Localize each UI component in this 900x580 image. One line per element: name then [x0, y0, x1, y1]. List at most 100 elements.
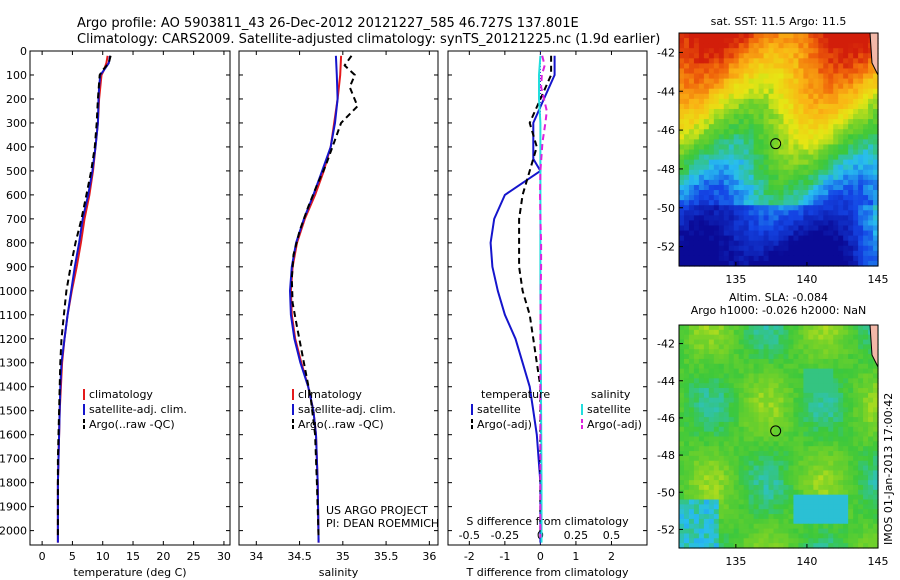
map-cell — [708, 78, 715, 85]
map-cell — [833, 421, 839, 428]
map-cell — [873, 149, 879, 156]
map-cell — [798, 38, 804, 44]
map-cell — [858, 174, 864, 181]
map-cell — [693, 388, 700, 394]
map-cell — [693, 98, 700, 105]
map-cell — [738, 421, 745, 428]
map-cell — [848, 179, 854, 186]
map-cell — [863, 480, 869, 486]
map-cell — [768, 538, 775, 544]
map-cell — [808, 103, 814, 110]
map-cell — [763, 108, 770, 115]
map-cell — [723, 417, 730, 423]
map-cell — [679, 63, 685, 70]
map-cell — [848, 426, 854, 433]
legend-entry: satellite-adj. clim. — [89, 403, 187, 416]
map-cell — [763, 184, 770, 191]
map-cell — [679, 533, 685, 539]
map-cell — [713, 73, 720, 80]
map-cell — [783, 174, 790, 181]
map-cell — [873, 88, 879, 95]
map-cell — [743, 33, 750, 39]
map-cell — [823, 504, 829, 510]
map-cell — [823, 220, 829, 227]
map-cell — [698, 509, 705, 515]
map-cell — [728, 195, 735, 201]
map-cell — [868, 354, 874, 360]
map-cell — [813, 441, 819, 447]
map-cell — [813, 397, 819, 404]
map-cell — [698, 373, 705, 379]
map-cell — [753, 509, 760, 515]
map-cell — [768, 58, 775, 64]
map-cell — [713, 344, 720, 350]
map-cell — [838, 378, 844, 384]
map-cell — [823, 421, 829, 428]
map-cell — [693, 373, 700, 379]
map-cell — [773, 499, 780, 505]
map-cell — [703, 230, 710, 237]
map-cell — [728, 210, 735, 216]
map-cell — [748, 68, 755, 75]
map-cell — [718, 451, 725, 457]
map-cell — [873, 78, 879, 85]
map-cell — [783, 363, 790, 370]
map-cell — [768, 431, 775, 438]
map-cell — [723, 250, 730, 257]
map-cell — [808, 465, 814, 472]
map-cell — [833, 354, 839, 360]
map-cell — [793, 412, 799, 418]
map-cell — [813, 58, 819, 64]
map-cell — [693, 334, 700, 341]
map-cell — [703, 114, 710, 120]
map-cell — [793, 397, 799, 404]
map-cell — [723, 255, 730, 262]
map-cell — [679, 230, 685, 237]
map-cell — [848, 358, 854, 365]
map-cell — [833, 149, 839, 156]
map-cell — [803, 397, 809, 404]
map-cell — [848, 388, 854, 394]
map-cell — [843, 88, 849, 95]
map-cell — [773, 417, 780, 423]
map-cell — [718, 169, 725, 176]
map-cell — [688, 543, 695, 549]
map-cell — [723, 484, 730, 491]
map-cell — [853, 98, 859, 105]
map-cell — [728, 475, 735, 481]
series-salinity-argo-adj- — [539, 55, 548, 538]
map-cell — [798, 325, 804, 331]
map-cell — [848, 108, 854, 115]
map-cell — [679, 426, 685, 433]
x-tick-label: 36 — [422, 550, 436, 563]
map-cell — [838, 164, 844, 171]
map-cell — [713, 538, 720, 544]
map-cell — [758, 38, 765, 44]
map-cell — [863, 68, 869, 75]
map-cell — [873, 245, 879, 252]
map-cell — [753, 383, 760, 389]
map-cell — [803, 260, 809, 267]
map-cell — [713, 33, 720, 39]
map-cell — [778, 139, 785, 146]
map-cell — [853, 159, 859, 166]
map-cell — [773, 83, 780, 90]
map-cell — [679, 538, 685, 544]
map-cell — [733, 159, 740, 166]
map-cell — [733, 88, 740, 95]
map-cell — [698, 169, 705, 176]
map-cell — [838, 470, 844, 476]
map-cell — [783, 195, 790, 201]
map-cell — [858, 200, 864, 206]
map-cell — [679, 475, 685, 481]
map-cell — [703, 108, 710, 115]
map-cell — [778, 455, 785, 462]
map-cell — [679, 215, 685, 222]
map-cell — [688, 195, 695, 201]
map-cell — [793, 514, 799, 520]
map-cell — [718, 334, 725, 341]
map-cell — [798, 230, 804, 237]
map-cell — [753, 523, 760, 530]
map-cell — [833, 190, 839, 196]
map-cell — [728, 412, 735, 418]
